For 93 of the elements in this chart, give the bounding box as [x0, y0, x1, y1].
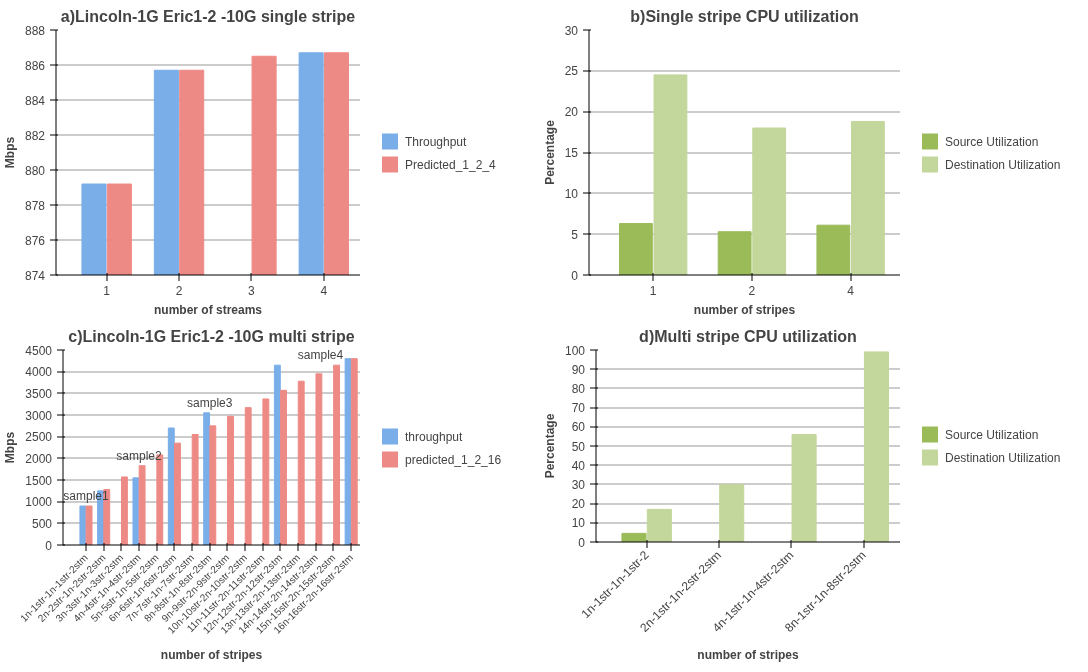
bar [621, 532, 647, 542]
legend-label: Destination Utilization [945, 450, 1061, 465]
y-tick-label: 884 [24, 93, 46, 108]
bar [851, 120, 885, 275]
y-tick-label: 100 [564, 343, 586, 358]
bar [315, 373, 323, 545]
y-axis-title: Mbps [3, 431, 18, 464]
bar [863, 351, 890, 542]
y-tick-label: 886 [24, 58, 46, 73]
y-axis-title: Mbps [2, 136, 17, 169]
y-tick-label: 10 [571, 516, 586, 531]
y-tick-label: 20 [564, 105, 579, 120]
bar [333, 364, 341, 545]
bar [646, 508, 672, 542]
bar [653, 74, 688, 275]
x-tick-label: 4 [320, 284, 328, 298]
y-tick-label: 2000 [25, 451, 53, 466]
y-tick-label: 10 [564, 186, 579, 201]
bar [244, 407, 252, 545]
y-axis-title: Percentage [542, 413, 557, 479]
y-tick-label: 4000 [25, 365, 53, 380]
bar [297, 380, 305, 545]
chart-title: b)Single stripe CPU utilization [630, 8, 859, 25]
legend-label: predicted_1_2_16 [405, 452, 502, 466]
y-tick-label: 5 [571, 227, 579, 242]
bar [120, 476, 128, 545]
y-axis-title: Percentage [542, 119, 557, 185]
bar [191, 434, 199, 545]
bar [752, 127, 787, 275]
annotation: sample4 [297, 347, 344, 362]
x-tick-label: 4 [847, 284, 855, 298]
y-tick-label: 50 [571, 439, 586, 454]
x-tick-label: 1 [103, 284, 111, 298]
y-tick-label: 3000 [25, 408, 53, 423]
y-tick-label: 500 [31, 516, 53, 531]
bar [209, 425, 217, 545]
y-tick-label: 0 [45, 538, 53, 553]
legend-label: Source Utilization [945, 427, 1039, 442]
bar [138, 465, 146, 545]
bar [262, 398, 270, 545]
x-tick-label: 2 [748, 284, 756, 298]
x-tick-label: 3 [248, 284, 256, 298]
y-tick-label: 40 [571, 458, 586, 473]
y-tick-label: 30 [571, 477, 586, 492]
bar [280, 389, 287, 545]
bar [174, 442, 181, 545]
y-tick-label: 80 [571, 381, 586, 396]
y-tick-label: 880 [24, 163, 46, 178]
annotation: sample2 [116, 448, 163, 463]
legend-label: Source Utilization [945, 134, 1039, 148]
x-axis-title: number of streams [153, 303, 263, 317]
y-tick-label: 3500 [25, 386, 53, 401]
chart-title: d)Multi stripe CPU utilization [639, 328, 857, 345]
y-tick-label: 2500 [25, 430, 53, 445]
bar [816, 224, 851, 275]
y-tick-label: 90 [571, 362, 586, 377]
x-axis-title: number of stripes [697, 647, 799, 662]
chart-title: a)Lincoln-1G Eric1-2 -10G single stripe [60, 8, 356, 25]
bar [344, 358, 352, 545]
x-tick-label: 2 [175, 284, 183, 298]
x-axis-title: number of stripes [160, 647, 263, 662]
y-tick-label: 882 [24, 128, 46, 143]
annotation: sample3 [187, 395, 233, 410]
y-tick-label: 20 [571, 497, 586, 512]
chart-title: c)Lincoln-1G Eric1-2 -10G multi stripe [68, 328, 355, 345]
x-tick-label: 1 [649, 284, 657, 298]
y-tick-label: 878 [24, 198, 46, 213]
bar [717, 231, 752, 275]
y-tick-label: 4500 [25, 343, 53, 358]
y-tick-label: 30 [564, 23, 579, 38]
y-tick-label: 60 [571, 420, 586, 435]
bar [227, 415, 234, 545]
y-tick-label: 70 [571, 401, 586, 416]
y-tick-label: 0 [578, 535, 586, 550]
y-tick-label: 0 [571, 268, 579, 283]
y-tick-label: 1500 [25, 473, 53, 488]
bar [719, 483, 745, 542]
x-axis-title: number of stripes [693, 303, 796, 317]
y-tick-label: 1000 [25, 495, 53, 510]
y-tick-label: 888 [24, 23, 46, 38]
y-tick-label: 874 [24, 268, 46, 283]
y-tick-label: 876 [24, 233, 46, 248]
legend-label: Destination Utilization [945, 157, 1061, 171]
y-tick-label: 15 [564, 146, 579, 160]
bar [618, 223, 653, 275]
bar [791, 433, 817, 542]
bar [350, 358, 358, 545]
legend-label: Predicted_1_2_4 [405, 157, 496, 171]
legend-label: Throughput [405, 134, 467, 148]
bar [85, 505, 93, 545]
y-tick-label: 25 [564, 64, 579, 79]
bar [132, 477, 140, 545]
legend-label: throughput [405, 429, 463, 443]
